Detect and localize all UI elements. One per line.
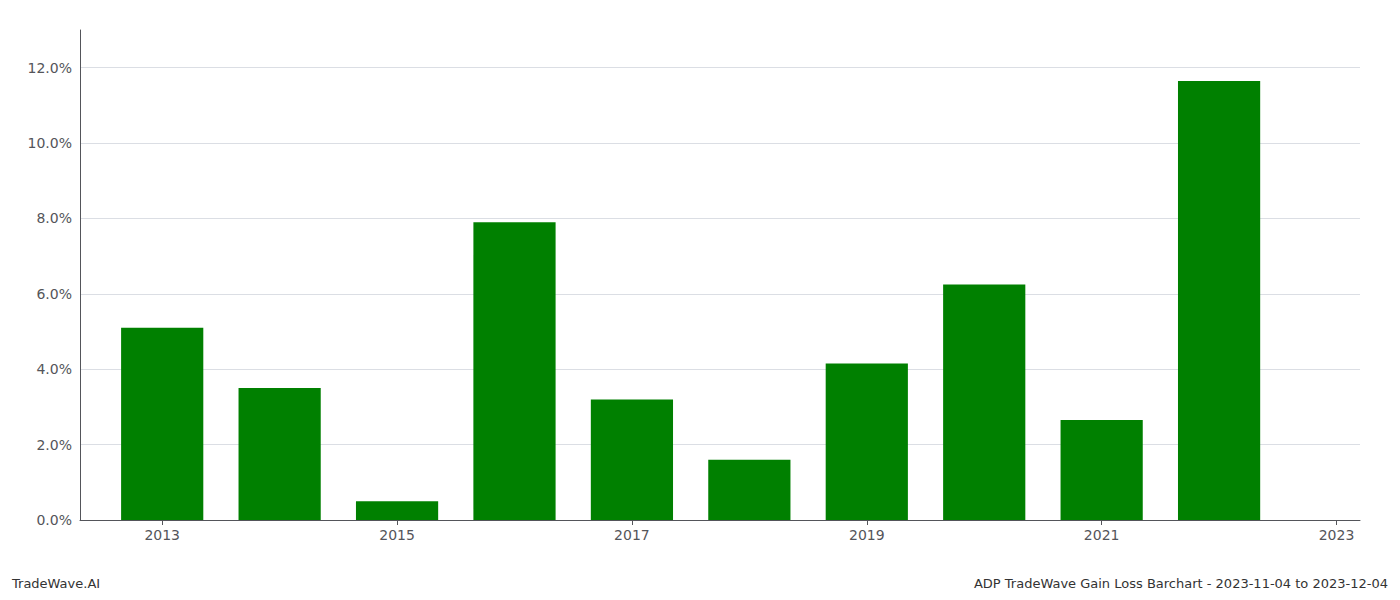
svg-text:10.0%: 10.0% [28,135,72,151]
svg-text:2023: 2023 [1319,527,1355,543]
svg-text:TradeWave.AI: TradeWave.AI [11,576,100,591]
svg-text:2015: 2015 [379,527,415,543]
svg-text:2019: 2019 [849,527,885,543]
svg-text:2013: 2013 [144,527,180,543]
svg-text:12.0%: 12.0% [28,60,72,76]
svg-text:6.0%: 6.0% [36,286,72,302]
svg-text:2021: 2021 [1084,527,1120,543]
svg-text:0.0%: 0.0% [36,512,72,528]
svg-text:2.0%: 2.0% [36,437,72,453]
svg-text:ADP TradeWave Gain Loss Barcha: ADP TradeWave Gain Loss Barchart - 2023-… [974,576,1388,591]
svg-text:8.0%: 8.0% [36,210,72,226]
svg-text:4.0%: 4.0% [36,361,72,377]
svg-text:2017: 2017 [614,527,650,543]
